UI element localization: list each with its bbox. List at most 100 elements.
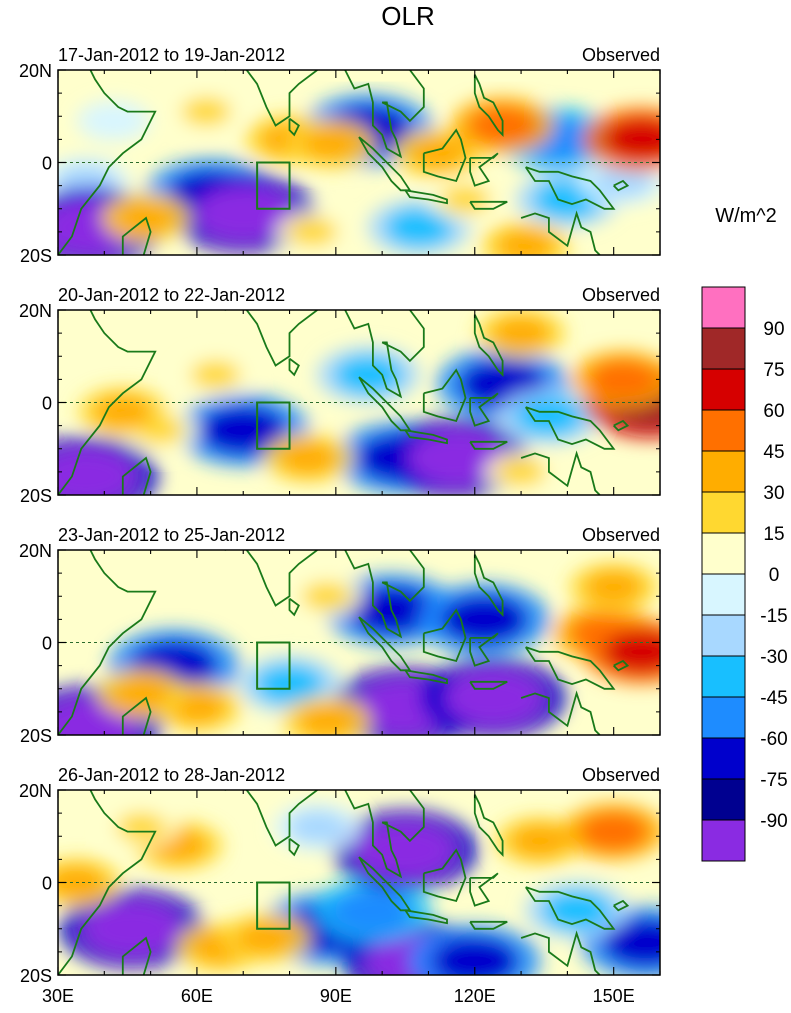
- coastline-9: [469, 872, 499, 907]
- coastline-8: [422, 128, 467, 183]
- anomaly-core: [602, 918, 660, 967]
- coastline-4: [288, 357, 300, 377]
- xtick-label: 60E: [181, 986, 213, 1006]
- ytick-label: 20N: [19, 781, 52, 801]
- anomaly-core: [491, 316, 551, 350]
- map-panels: 20N 0 20S 17-Jan-2012 to 19-Jan-2012 Observe…: [19, 45, 661, 986]
- colorbar-swatch: [701, 491, 746, 534]
- colorbar-swatch: [701, 532, 746, 575]
- anomaly-core: [496, 229, 556, 255]
- coastline-1: [58, 550, 157, 735]
- coastline-8: [422, 608, 467, 663]
- anomaly-core: [88, 107, 139, 135]
- coastline-8: [422, 368, 467, 423]
- coastline-1: [58, 790, 157, 975]
- map-panel-1: 20N 0 20S 17-Jan-2012 to 19-Jan-2012 Observe…: [19, 45, 661, 266]
- anomaly-core: [199, 405, 287, 455]
- anomaly-core: [301, 127, 361, 161]
- anomaly-core: [58, 866, 106, 899]
- ytick-label: 20S: [20, 486, 52, 506]
- colorbar-tick-label: -60: [760, 729, 787, 750]
- colorbar-tick-label: 90: [763, 319, 784, 340]
- coastline-2: [121, 456, 152, 495]
- anomaly-core: [111, 676, 171, 710]
- coastline-1: [58, 310, 157, 495]
- colorbar-tick-label: 30: [763, 483, 784, 504]
- coastline-9: [469, 152, 499, 187]
- coastline-3: [224, 70, 318, 127]
- anomaly-field: [58, 802, 660, 975]
- coastline-9: [469, 632, 499, 667]
- colorbar-tick-label: 75: [763, 360, 784, 381]
- coastline-8: [422, 848, 467, 903]
- anomaly-core: [278, 441, 338, 475]
- ytick-label: 0: [42, 154, 52, 174]
- anomaly-core: [297, 704, 356, 735]
- colorbar-swatch: [701, 573, 746, 616]
- map-panel-2: 20N 0 20S 20-Jan-2012 to 22-Jan-2012 Observe…: [19, 285, 661, 506]
- anomaly-blur-group: [58, 90, 660, 255]
- panel-observed-label: Observed: [582, 45, 660, 65]
- ytick-label: 20S: [20, 246, 52, 266]
- anomaly-core: [408, 136, 468, 170]
- anomaly-core: [334, 355, 403, 394]
- anomaly-blur-group: [58, 310, 660, 495]
- panel-period-label: 23-Jan-2012 to 25-Jan-2012: [58, 525, 285, 545]
- colorbar-units-label: W/m^2: [715, 205, 777, 227]
- anomaly-core: [510, 824, 569, 858]
- chart-title: OLR: [381, 1, 434, 31]
- colorbar-swatch: [701, 614, 746, 657]
- coastline-7: [404, 669, 448, 685]
- anomaly-core: [334, 888, 412, 932]
- colorbar-swatch: [701, 409, 746, 452]
- ytick-label: 20S: [20, 726, 52, 746]
- xtick-label: 30E: [42, 986, 74, 1006]
- coastline-5: [344, 70, 425, 159]
- coastline-3: [224, 310, 318, 367]
- anomaly-core: [579, 812, 648, 851]
- anomaly-core: [288, 218, 338, 246]
- anomaly-core: [190, 360, 241, 389]
- anomaly-core: [584, 570, 644, 604]
- coastline-3: [224, 790, 318, 847]
- coastline-3: [224, 550, 318, 607]
- anomaly-field: [58, 90, 660, 255]
- colorbar-swatch: [701, 655, 746, 698]
- panel-period-label: 20-Jan-2012 to 22-Jan-2012: [58, 285, 285, 305]
- colorbar-tick-label: -45: [760, 688, 787, 709]
- coastline-13: [520, 210, 601, 255]
- coastline-11: [473, 794, 504, 857]
- ytick-label: 0: [42, 394, 52, 414]
- coastline-9: [469, 392, 499, 427]
- panel-period-label: 26-Jan-2012 to 28-Jan-2012: [58, 765, 285, 785]
- anomaly-core: [496, 458, 546, 486]
- colorbar-tick-label: 60: [763, 401, 784, 422]
- coastline-7: [404, 429, 448, 445]
- ytick-label: 0: [42, 634, 52, 654]
- map-panel-3: 20N 0 20S 23-Jan-2012 to 25-Jan-2012 Observe…: [19, 525, 661, 746]
- colorbar-tick-label: 15: [763, 524, 784, 545]
- colorbar-tick-label: 45: [763, 442, 784, 463]
- coastline-14: [613, 659, 630, 672]
- xtick-label: 120E: [454, 986, 496, 1006]
- coastline-5: [344, 310, 425, 399]
- coastline-13: [520, 690, 601, 735]
- anomaly-field: [58, 310, 660, 495]
- coastlines: [58, 550, 630, 735]
- anomaly-core: [588, 360, 658, 399]
- coastlines: [58, 70, 630, 255]
- coastline-2: [121, 216, 152, 255]
- colorbar-swatch: [701, 819, 746, 862]
- colorbar-tick-label: -15: [760, 606, 787, 627]
- target-region-box: [256, 881, 291, 930]
- coastline-2: [121, 936, 152, 975]
- coastline-7: [404, 189, 448, 205]
- colorbar-tick-label: -75: [760, 770, 787, 791]
- xtick-label: 90E: [320, 986, 352, 1006]
- coastline-11: [473, 314, 504, 377]
- anomaly-core: [408, 431, 505, 485]
- panel-observed-label: Observed: [582, 765, 660, 785]
- anomaly-core: [602, 630, 660, 674]
- colorbar-swatch: [701, 696, 746, 739]
